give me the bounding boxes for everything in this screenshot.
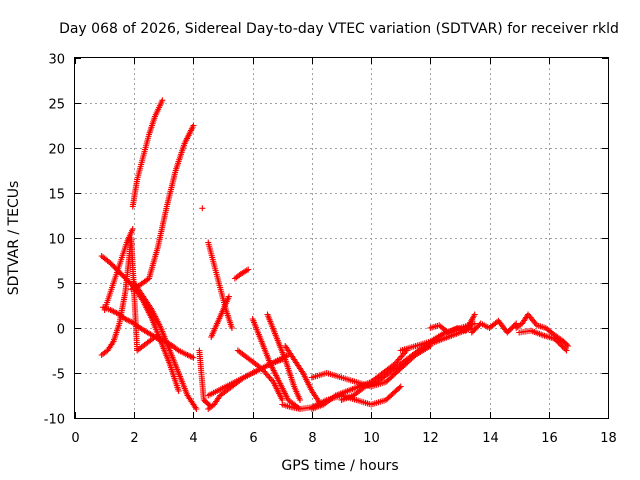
data-point bbox=[199, 205, 206, 212]
data-point bbox=[551, 335, 558, 342]
y-tick-label: 5 bbox=[57, 278, 65, 293]
y-tick-label: 0 bbox=[57, 323, 65, 338]
y-tick-label: -10 bbox=[44, 413, 65, 428]
x-tick-label: 16 bbox=[541, 431, 558, 446]
data-point bbox=[193, 406, 200, 412]
series-pass-z bbox=[513, 311, 572, 349]
series-pass-e bbox=[129, 97, 166, 210]
data-point bbox=[190, 354, 197, 361]
y-axis-label: SDTVAR / TECUs bbox=[6, 181, 22, 296]
plot-frame bbox=[74, 57, 609, 419]
y-tick-label: 25 bbox=[48, 98, 65, 113]
data-points bbox=[98, 97, 572, 412]
x-tick-label: 12 bbox=[422, 431, 439, 446]
data-point bbox=[558, 342, 565, 349]
series-pass-q bbox=[264, 311, 304, 403]
data-point bbox=[563, 341, 570, 348]
series-pass-i bbox=[196, 347, 213, 409]
data-point bbox=[396, 384, 403, 391]
grid bbox=[75, 58, 608, 418]
data-point bbox=[559, 343, 566, 350]
series-pass-g bbox=[131, 280, 200, 412]
series-pass-o bbox=[234, 347, 286, 403]
x-tick-label: 2 bbox=[130, 431, 138, 446]
x-tick-label: 6 bbox=[249, 431, 257, 446]
data-point bbox=[129, 226, 136, 232]
y-tick-label: 30 bbox=[48, 53, 65, 68]
x-tick-label: 4 bbox=[189, 431, 197, 446]
series-pass-d bbox=[101, 226, 136, 313]
x-tick-label: 0 bbox=[71, 431, 79, 446]
data-point bbox=[175, 388, 182, 394]
data-point bbox=[228, 325, 235, 331]
y-tick-label: -5 bbox=[52, 368, 65, 383]
data-point bbox=[471, 311, 478, 318]
series-pass-a bbox=[98, 235, 197, 361]
series-pass-r bbox=[282, 343, 324, 408]
series-pass-f bbox=[128, 122, 197, 293]
x-tick-label: 18 bbox=[600, 431, 617, 446]
series-pass-y bbox=[468, 317, 520, 336]
data-point bbox=[245, 266, 252, 273]
data-point bbox=[553, 337, 560, 344]
series-pass-x bbox=[427, 311, 478, 336]
data-point bbox=[562, 346, 569, 353]
series-pass-n bbox=[231, 266, 252, 282]
data-point bbox=[556, 341, 563, 347]
data-point bbox=[159, 97, 166, 104]
x-axis-label: GPS time / hours bbox=[281, 458, 398, 474]
data-point bbox=[563, 347, 570, 354]
x-tick-label: 14 bbox=[482, 431, 499, 446]
data-point bbox=[560, 344, 567, 351]
series-pass-m bbox=[208, 293, 232, 340]
data-point bbox=[190, 122, 197, 129]
axis-ticks bbox=[75, 58, 609, 419]
series-pass-c bbox=[98, 253, 182, 394]
series-pass-aa bbox=[516, 327, 570, 354]
chart-title: Day 068 of 2026, Sidereal Day-to-day VTE… bbox=[59, 21, 619, 37]
y-tick-label: 15 bbox=[48, 188, 65, 203]
data-point bbox=[471, 320, 478, 327]
x-tick-label: 10 bbox=[363, 431, 380, 446]
y-tick-label: 20 bbox=[48, 143, 65, 158]
series-pass-h bbox=[199, 205, 206, 212]
data-point bbox=[297, 397, 304, 403]
series-pass-u bbox=[308, 347, 410, 412]
data-point bbox=[565, 343, 572, 349]
data-point bbox=[397, 383, 404, 390]
x-tick-labels: 0 2 4 6 8 10 12 14 16 18 bbox=[71, 431, 616, 446]
y-tick-labels: -10 -5 0 5 10 15 20 25 30 bbox=[44, 53, 65, 428]
data-point bbox=[225, 293, 232, 300]
x-tick-label: 8 bbox=[308, 431, 316, 446]
y-tick-label: 10 bbox=[48, 233, 65, 248]
data-point bbox=[554, 338, 561, 345]
data-point bbox=[555, 339, 562, 346]
